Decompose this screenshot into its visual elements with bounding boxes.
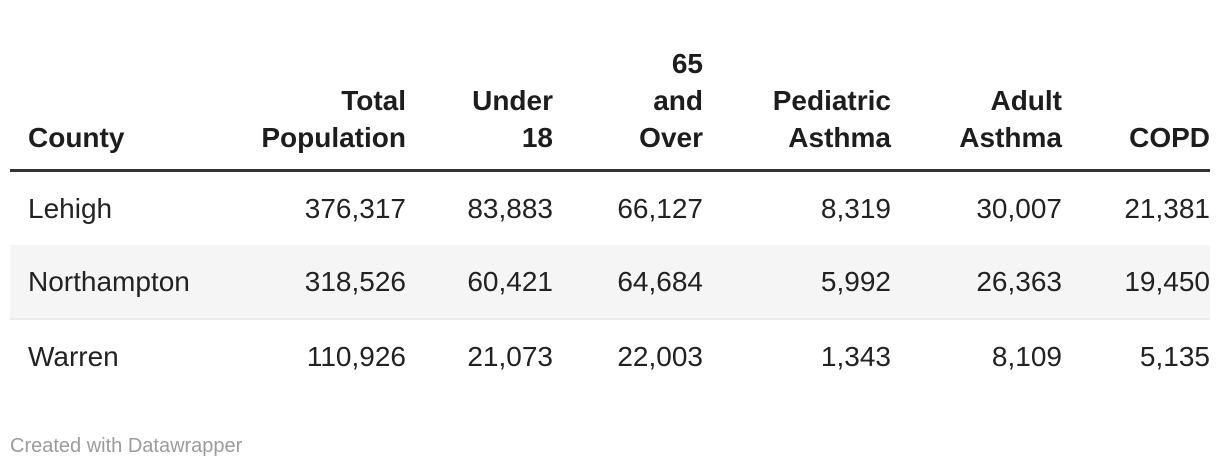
cell-county: Lehigh — [28, 192, 113, 224]
cell-copd: 19,450 — [1124, 265, 1210, 297]
column-header-65-and-over: 65 and Over — [639, 48, 703, 153]
cell-pediatric-asthma: 8,319 — [820, 192, 891, 224]
column-header-adult-asthma: Adult Asthma — [959, 85, 1062, 153]
cell-total-population: 318,526 — [304, 265, 406, 297]
cell-copd: 21,381 — [1124, 192, 1210, 224]
column-header-total-population: Total Population — [261, 85, 406, 153]
header-row: County Total Population Under 18 65 and … — [10, 0, 1210, 171]
datawrapper-table-chart: County Total Population Under 18 65 and … — [10, 0, 1210, 459]
cell-under-18: 21,073 — [467, 340, 553, 372]
table-row-warren: Warren 110,926 21,073 22,003 1,343 8,109… — [10, 318, 1210, 393]
table-row-lehigh: Lehigh 376,317 83,883 66,127 8,319 30,00… — [10, 170, 1210, 245]
cell-adult-asthma: 8,109 — [991, 340, 1062, 372]
cell-65-and-over: 66,127 — [617, 192, 703, 224]
cell-65-and-over: 22,003 — [617, 340, 703, 372]
cell-copd: 5,135 — [1139, 340, 1210, 372]
cell-adult-asthma: 30,007 — [976, 192, 1062, 224]
cell-total-population: 376,317 — [304, 192, 406, 224]
column-header-county: County — [28, 122, 125, 153]
table-row-northampton: Northampton 318,526 60,421 64,684 5,992 … — [10, 244, 1210, 319]
cell-under-18: 83,883 — [467, 192, 553, 224]
cell-65-and-over: 64,684 — [617, 265, 703, 297]
datawrapper-attribution-link[interactable]: Created with Datawrapper — [10, 434, 243, 457]
chart-footer: Created with Datawrapper — [10, 433, 1210, 459]
cell-pediatric-asthma: 1,343 — [820, 340, 891, 372]
column-header-copd: COPD — [1129, 122, 1210, 153]
column-header-under-18: Under 18 — [472, 85, 553, 153]
column-header-pediatric-asthma: Pediatric Asthma — [772, 85, 891, 153]
cell-county: Northampton — [28, 265, 190, 297]
county-health-data-table: County Total Population Under 18 65 and … — [10, 0, 1210, 393]
cell-under-18: 60,421 — [467, 265, 553, 297]
cell-adult-asthma: 26,363 — [976, 265, 1062, 297]
cell-total-population: 110,926 — [306, 340, 406, 372]
cell-county: Warren — [28, 340, 119, 372]
cell-pediatric-asthma: 5,992 — [820, 265, 891, 297]
